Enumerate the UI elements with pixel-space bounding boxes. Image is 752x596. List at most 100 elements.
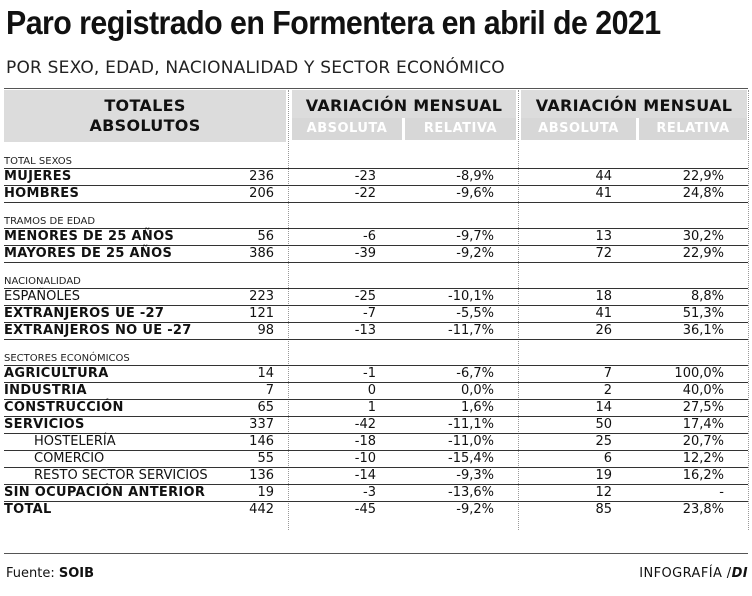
cell-annual-absolute: 7 xyxy=(603,366,612,381)
section-label: SECTORES ECONÓMICOS xyxy=(4,353,130,364)
cell-monthly-relative: -5,5% xyxy=(456,306,494,321)
table-row: AGRICULTURA 14 -1 -6,7% 7 100,0% xyxy=(4,366,748,383)
monthly-group-header: VARIACIÓN MENSUAL xyxy=(305,96,503,115)
cell-monthly-absolute: 0 xyxy=(367,383,376,398)
cell-monthly-absolute: -25 xyxy=(354,289,376,304)
cell-total: 55 xyxy=(257,451,274,466)
cell-annual-relative: 20,7% xyxy=(682,434,724,449)
cell-total: 386 xyxy=(249,246,274,261)
table-row: HOMBRES 206 -22 -9,6% 41 24,8% xyxy=(4,186,748,203)
footer-source: Fuente: SOIB xyxy=(6,566,94,581)
cell-monthly-relative: -10,1% xyxy=(448,289,494,304)
cell-annual-relative: 30,2% xyxy=(682,229,724,244)
row-label: MENORES DE 25 AÑOS xyxy=(4,229,175,244)
monthly-absolute-header: ABSOLUTA xyxy=(292,118,402,140)
cell-monthly-absolute: -1 xyxy=(363,366,376,381)
cell-annual-absolute: 12 xyxy=(595,485,612,500)
cell-total: 146 xyxy=(249,434,274,449)
cell-annual-relative: 22,9% xyxy=(682,246,724,261)
cell-annual-relative: - xyxy=(719,485,724,500)
cell-total: 7 xyxy=(265,383,274,398)
cell-monthly-absolute: -22 xyxy=(354,186,376,201)
cell-monthly-absolute: -23 xyxy=(354,169,376,184)
cell-total: 19 xyxy=(257,485,274,500)
row-label: HOMBRES xyxy=(4,186,80,201)
cell-annual-absolute: 41 xyxy=(595,186,612,201)
table-row: TOTAL 442 -45 -9,2% 85 23,8% xyxy=(4,502,748,518)
row-label: INDUSTRIA xyxy=(4,383,87,398)
cell-total: 337 xyxy=(249,417,274,432)
cell-total: 56 xyxy=(257,229,274,244)
section-header: TOTAL SEXOS xyxy=(4,155,748,169)
totals-header-line2: ABSOLUTOS xyxy=(89,116,201,135)
cell-annual-relative: 27,5% xyxy=(682,400,724,415)
cell-monthly-absolute: -3 xyxy=(363,485,376,500)
row-label: EXTRANJEROS UE -27 xyxy=(4,306,165,321)
cell-total: 206 xyxy=(249,186,274,201)
cell-monthly-absolute: 1 xyxy=(367,400,376,415)
top-rule xyxy=(4,88,748,89)
row-label: MUJERES xyxy=(4,169,72,184)
source-prefix: Fuente: xyxy=(6,566,59,581)
bottom-rule xyxy=(4,553,748,554)
cell-annual-relative: 24,8% xyxy=(682,186,724,201)
section-label: TOTAL SEXOS xyxy=(4,156,72,167)
credit-prefix: INFOGRAFÍA / xyxy=(639,566,732,581)
cell-total: 98 xyxy=(257,323,274,338)
row-label: COMERCIO xyxy=(34,451,105,466)
cell-annual-absolute: 25 xyxy=(595,434,612,449)
table-row: COMERCIO 55 -10 -15,4% 6 12,2% xyxy=(4,451,748,468)
cell-annual-relative: 22,9% xyxy=(682,169,724,184)
cell-total: 136 xyxy=(249,468,274,483)
page-subtitle: POR SEXO, EDAD, NACIONALIDAD Y SECTOR EC… xyxy=(6,58,505,78)
table-row: HOSTELERÍA 146 -18 -11,0% 25 20,7% xyxy=(4,434,748,451)
table-row: SIN OCUPACIÓN ANTERIOR 19 -3 -13,6% 12 - xyxy=(4,485,748,502)
cell-annual-absolute: 13 xyxy=(595,229,612,244)
table-row: EXTRANJEROS NO UE -27 98 -13 -11,7% 26 36,1% xyxy=(4,323,748,340)
cell-monthly-relative: -11,7% xyxy=(448,323,494,338)
row-label: TOTAL xyxy=(4,502,52,517)
column-separator xyxy=(518,90,519,530)
cell-monthly-absolute: -6 xyxy=(363,229,376,244)
cell-monthly-relative: -15,4% xyxy=(448,451,494,466)
cell-monthly-relative: -13,6% xyxy=(448,485,494,500)
section-label: TRAMOS DE EDAD xyxy=(4,216,96,227)
section-header: NACIONALIDAD xyxy=(4,275,748,289)
cell-total: 236 xyxy=(249,169,274,184)
cell-annual-absolute: 26 xyxy=(595,323,612,338)
cell-annual-absolute: 85 xyxy=(595,502,612,517)
cell-monthly-relative: -6,7% xyxy=(456,366,494,381)
totals-header-line1: TOTALES xyxy=(104,96,186,115)
row-label: SIN OCUPACIÓN ANTERIOR xyxy=(4,485,206,500)
cell-total: 121 xyxy=(249,306,274,321)
cell-monthly-relative: -8,9% xyxy=(456,169,494,184)
table-row: RESTO SECTOR SERVICIOS 136 -14 -9,3% 19 16,2% xyxy=(4,468,748,485)
cell-monthly-relative: -11,0% xyxy=(448,434,494,449)
cell-annual-relative: 36,1% xyxy=(682,323,724,338)
cell-annual-relative: 8,8% xyxy=(690,289,724,304)
annual-absolute-header: ABSOLUTA xyxy=(521,118,636,140)
cell-annual-absolute: 18 xyxy=(595,289,612,304)
cell-total: 65 xyxy=(257,400,274,415)
section-header: TRAMOS DE EDAD xyxy=(4,215,748,229)
row-label: RESTO SECTOR SERVICIOS xyxy=(34,468,208,483)
source-name: SOIB xyxy=(58,566,95,581)
cell-annual-absolute: 19 xyxy=(595,468,612,483)
cell-monthly-absolute: -18 xyxy=(354,434,376,449)
page-title: Paro registrado en Formentera en abril d… xyxy=(6,4,661,41)
credit-name: DI xyxy=(731,566,748,581)
row-label: AGRICULTURA xyxy=(4,366,109,381)
table-row: MAYORES DE 25 AÑOS 386 -39 -9,2% 72 22,9% xyxy=(4,246,748,263)
monthly-relative-header: RELATIVA xyxy=(405,118,516,140)
cell-monthly-absolute: -14 xyxy=(354,468,376,483)
section-header: SECTORES ECONÓMICOS xyxy=(4,352,748,366)
cell-monthly-absolute: -7 xyxy=(363,306,376,321)
row-label: ESPAÑOLES xyxy=(4,289,81,304)
cell-monthly-absolute: -13 xyxy=(354,323,376,338)
cell-annual-absolute: 41 xyxy=(595,306,612,321)
cell-monthly-absolute: -45 xyxy=(354,502,376,517)
cell-annual-relative: 100,0% xyxy=(674,366,724,381)
cell-annual-absolute: 72 xyxy=(595,246,612,261)
cell-monthly-relative: -9,7% xyxy=(456,229,494,244)
totals-header-shade xyxy=(4,90,286,142)
